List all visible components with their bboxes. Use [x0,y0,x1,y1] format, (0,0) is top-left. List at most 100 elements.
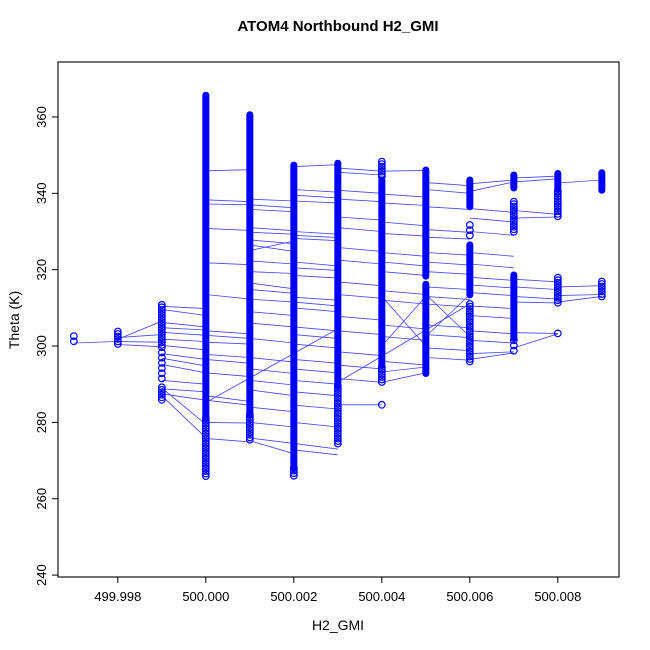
data-point [333,414,342,423]
connector-line [337,281,382,287]
connector-line [381,261,426,267]
data-point [333,434,342,443]
data-point [157,383,166,392]
data-point [201,449,210,458]
data-point [201,434,210,443]
connector-line [381,232,426,237]
connector-line [469,352,514,360]
x-tick-label: 500.002 [270,589,317,604]
data-point [465,307,474,316]
data-point [333,392,342,401]
connector-line [249,240,294,252]
connector-line [205,203,250,206]
data-point [333,402,342,411]
data-point [553,209,562,218]
data-point [465,342,474,351]
connector-line [117,320,162,340]
data-point [465,357,474,366]
connector-line [293,237,338,242]
connector-line [337,330,382,336]
data-point [201,432,210,441]
connector-line [337,216,382,221]
connector-line [513,333,558,349]
connector-lines [73,164,602,456]
connector-line [161,305,206,310]
data-point [333,419,342,428]
data-point [509,197,518,206]
data-point [509,222,518,231]
data-point [157,359,166,367]
connector-line [425,347,470,352]
connector-line [337,227,382,232]
data-point [245,418,254,427]
connector-line [381,324,426,330]
connector-line [293,379,338,385]
data-point [333,417,342,426]
data-point [553,273,562,282]
data-point [377,165,386,174]
connector-line [249,239,294,245]
connector-line [425,294,471,337]
connector-line [249,337,294,344]
data-point [553,283,562,292]
data-point [377,370,386,379]
data-point [377,368,386,376]
connector-line [425,252,470,256]
data-point [157,348,166,357]
y-tick-label: 320 [34,259,49,281]
connector-line [293,368,338,374]
data-point [509,212,518,221]
data-point [157,385,166,394]
data-point [69,337,78,346]
data-point [333,424,342,433]
connector-line [117,341,162,343]
data-point [377,157,386,166]
data-point [157,318,166,327]
data-point [597,290,606,298]
connector-line [161,344,206,351]
connector-line [469,217,514,223]
data-point [377,373,386,381]
x-tick-label: 499.998 [94,589,141,604]
connector-line [293,164,338,168]
data-point [553,329,562,338]
data-point [201,439,210,448]
connector-line [249,421,294,428]
connector-line [161,395,207,439]
connector-line [469,208,514,213]
connector-line [513,295,558,300]
data-point [113,332,122,341]
connector-line [249,298,294,303]
connector-line [425,206,470,210]
data-point [333,422,342,431]
y-tick-label: 240 [34,564,49,586]
connector-line [293,442,338,450]
data-point [553,194,562,203]
connector-line [249,204,294,209]
connector-line [293,326,338,332]
connector-line [469,330,514,335]
data-point [597,292,606,301]
data-point [509,207,518,216]
data-point [553,288,562,297]
data-point [465,302,474,311]
connector-line [293,307,338,313]
connector-line [249,244,294,252]
data-point [553,202,562,211]
data-point [465,325,474,333]
connector-line [513,278,558,283]
data-point [201,459,210,468]
connector-line [425,334,470,339]
data-point [245,435,254,444]
connector-line [381,271,426,276]
connector-line [337,189,382,194]
data-point [333,399,342,408]
data-point [201,457,210,466]
connector-line [337,259,382,265]
connector-line [161,357,206,367]
data-point [377,162,386,171]
data-point [245,423,254,432]
connector-line [205,341,250,345]
y-tick-label: 280 [34,412,49,434]
data-point [553,276,562,285]
